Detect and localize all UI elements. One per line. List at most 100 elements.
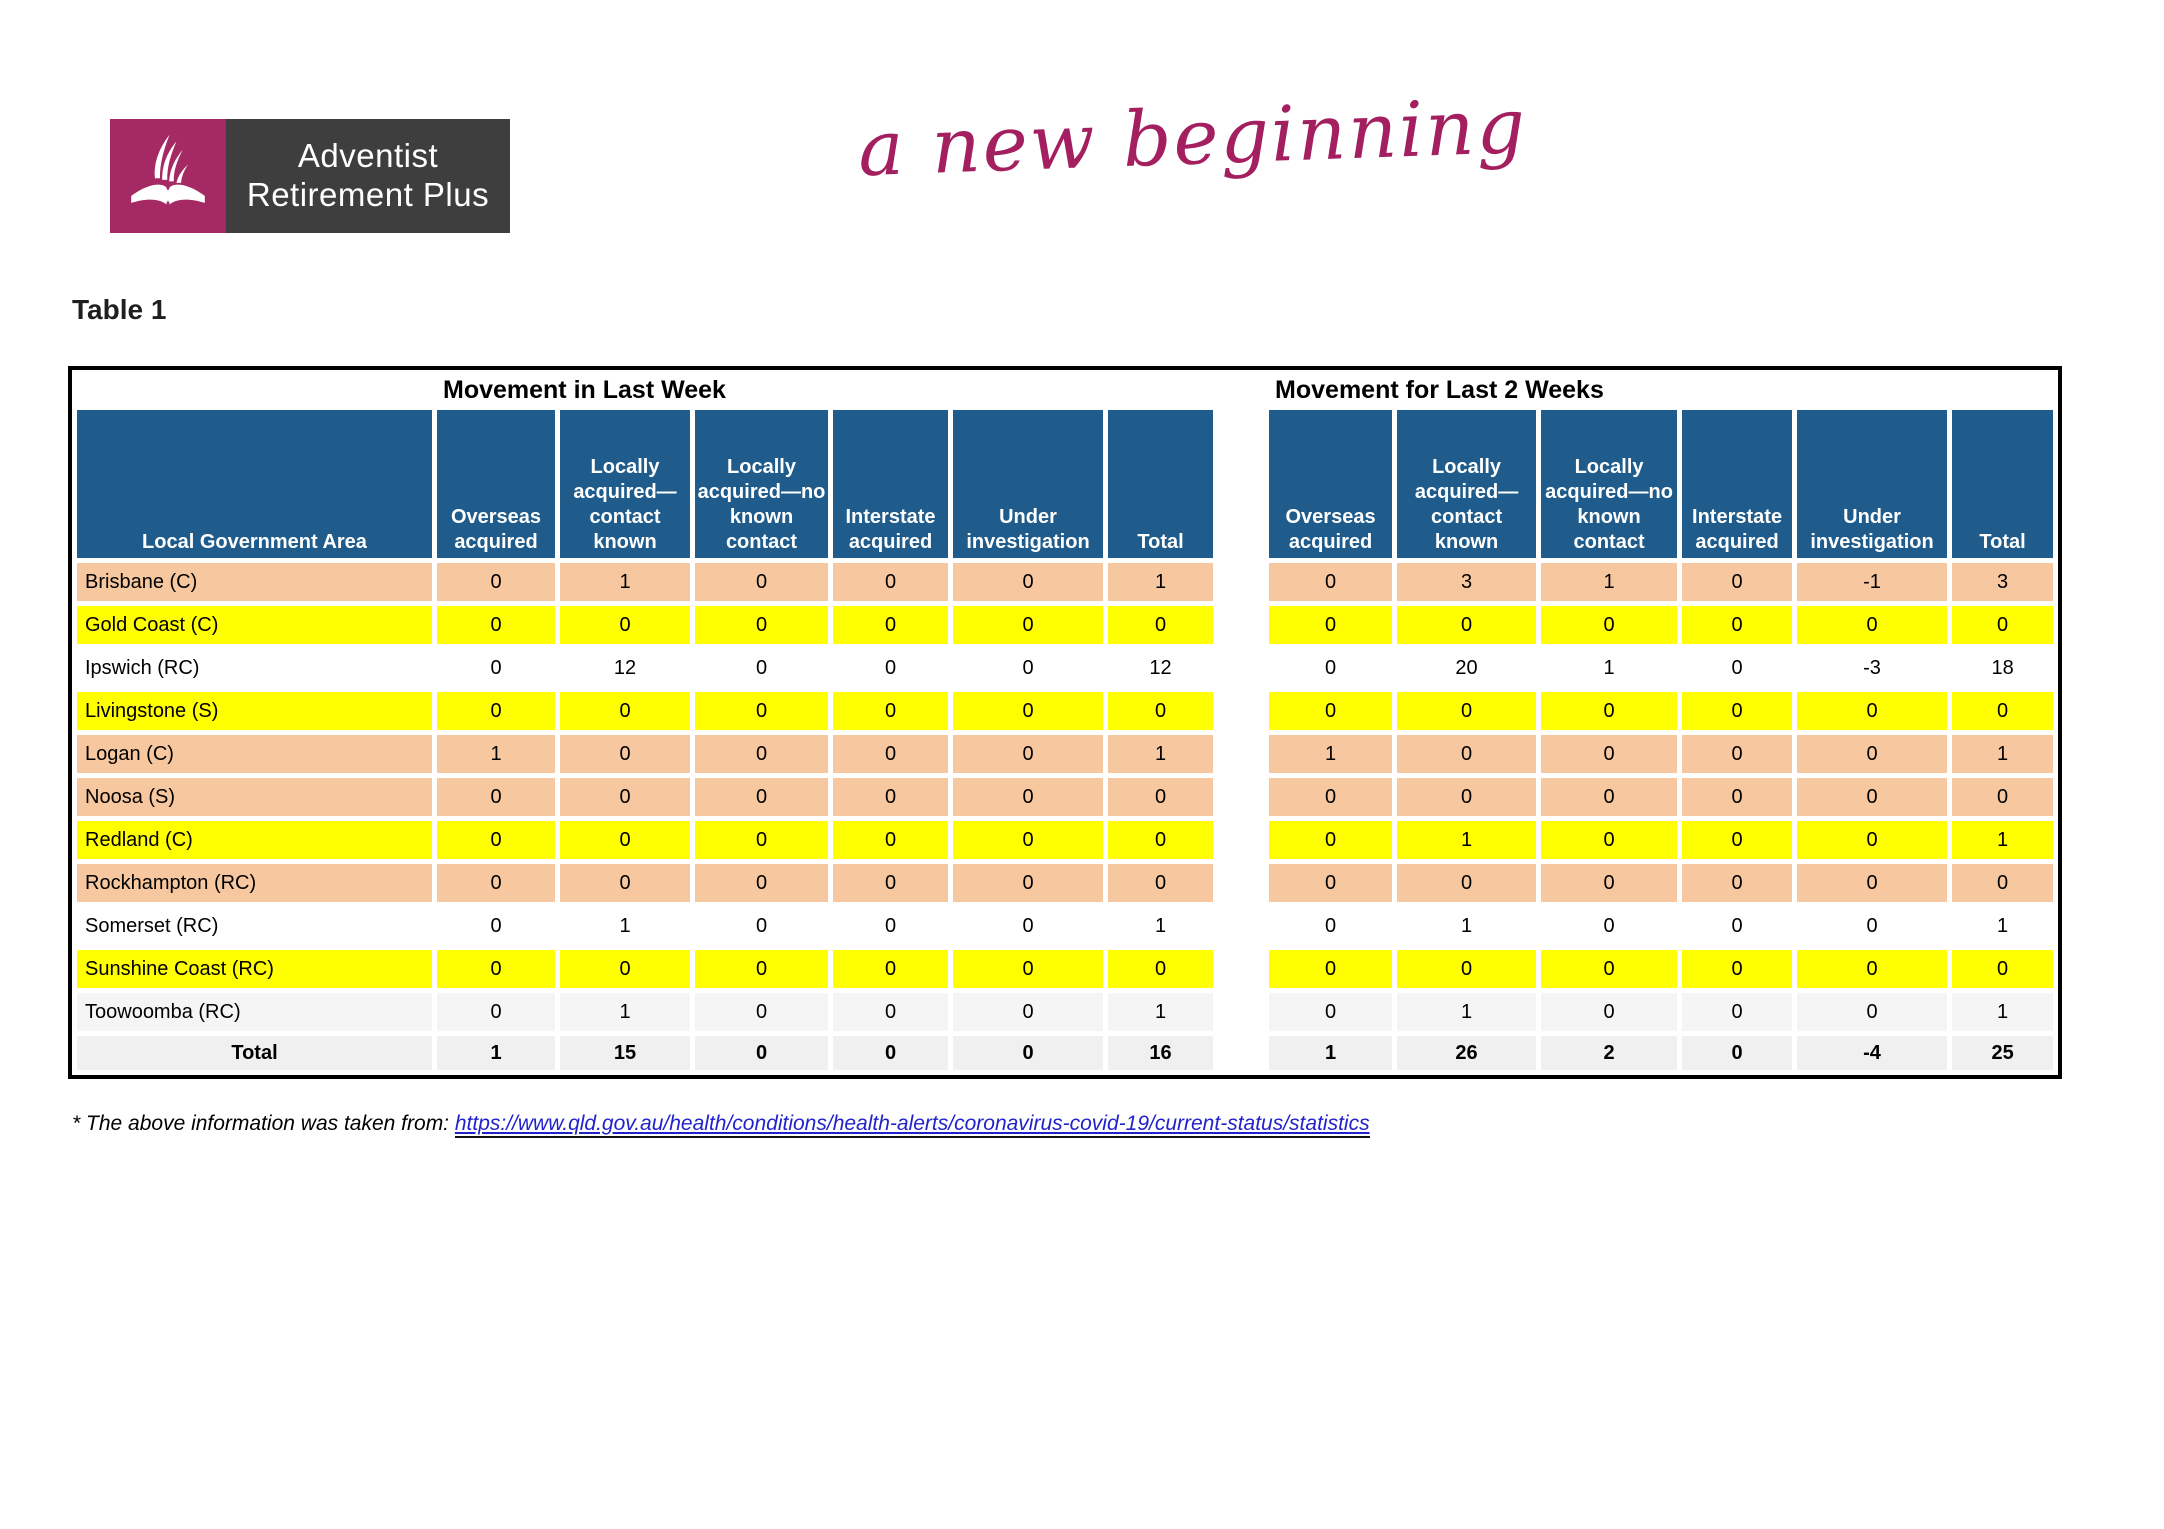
week1-value-cell: 1 <box>560 563 690 601</box>
week1-value-cell: 0 <box>695 907 828 945</box>
spacer-cell <box>1218 1036 1265 1070</box>
lga-name-cell: Rockhampton (RC) <box>77 864 432 902</box>
spacer-cell <box>1218 649 1265 687</box>
week1-value-cell: 0 <box>437 950 555 988</box>
week1-value-cell: 0 <box>695 649 828 687</box>
week2-value-cell: 1 <box>1541 563 1678 601</box>
lga-name-cell: Noosa (S) <box>77 778 432 816</box>
week2-value-cell: 20 <box>1397 649 1537 687</box>
table-row: Ipswich (RC) 0 12 0 0 0 12 0 20 1 0 -3 18 <box>77 649 2054 687</box>
week2-value-cell: 0 <box>1269 649 1393 687</box>
week2-value-cell: 0 <box>1397 778 1537 816</box>
header-total-2: Total <box>1952 410 2054 558</box>
week1-value-cell: 16 <box>1108 1036 1214 1070</box>
table-row: Redland (C) 0 0 0 0 0 0 0 1 0 0 0 1 <box>77 821 2054 859</box>
week1-value-cell: 0 <box>953 864 1103 902</box>
week1-value-cell: 1 <box>560 907 690 945</box>
spacer-cell <box>1218 993 1265 1031</box>
header-overseas-1: Overseas acquired <box>437 410 555 558</box>
week1-value-cell: 0 <box>695 993 828 1031</box>
week2-value-cell: 0 <box>1541 821 1678 859</box>
header-under-investigation-2: Under investigation <box>1797 410 1948 558</box>
week1-value-cell: 0 <box>833 1036 948 1070</box>
week1-value-cell: 0 <box>437 907 555 945</box>
week1-value-cell: 0 <box>833 563 948 601</box>
header-no-known-contact-2: Locally acquired—no known contact <box>1541 410 1678 558</box>
table-caption: Table 1 <box>72 294 167 325</box>
week1-value-cell: 0 <box>695 821 828 859</box>
week1-value-cell: 0 <box>437 563 555 601</box>
week2-value-cell: 3 <box>1952 563 2054 601</box>
week2-value-cell: 0 <box>1541 606 1678 644</box>
week2-value-cell: 0 <box>1397 864 1537 902</box>
week1-value-cell: 0 <box>695 950 828 988</box>
week1-value-cell: 1 <box>437 735 555 773</box>
spacer-cell <box>1218 410 1264 558</box>
spacer-cell <box>1218 563 1265 601</box>
week2-value-cell: 0 <box>1541 907 1678 945</box>
week1-value-cell: 0 <box>953 821 1103 859</box>
week2-value-cell: -3 <box>1797 649 1948 687</box>
week2-value-cell: 0 <box>1541 950 1678 988</box>
spacer-cell <box>1218 692 1265 730</box>
week2-value-cell: 2 <box>1541 1036 1678 1070</box>
table-row: Toowoomba (RC) 0 1 0 0 0 1 0 1 0 0 0 1 <box>77 993 2054 1031</box>
week1-value-cell: 0 <box>437 821 555 859</box>
table-row: Logan (C) 1 0 0 0 0 1 1 0 0 0 0 1 <box>77 735 2054 773</box>
week2-value-cell: 0 <box>1797 993 1948 1031</box>
week2-value-cell: 0 <box>1682 1036 1793 1070</box>
week2-value-cell: -1 <box>1797 563 1948 601</box>
week2-value-cell: 0 <box>1541 864 1678 902</box>
week2-value-cell: 0 <box>1682 864 1793 902</box>
week1-value-cell: 0 <box>953 1036 1103 1070</box>
week1-value-cell: 0 <box>560 950 690 988</box>
week1-value-cell: 0 <box>833 864 948 902</box>
lga-name-cell: Redland (C) <box>77 821 432 859</box>
week1-value-cell: 0 <box>695 692 828 730</box>
week2-value-cell: 0 <box>1682 649 1793 687</box>
lga-name-cell: Logan (C) <box>77 735 432 773</box>
week2-value-cell: 0 <box>1397 950 1537 988</box>
week2-value-cell: 25 <box>1952 1036 2054 1070</box>
week1-value-cell: 0 <box>437 649 555 687</box>
week1-value-cell: 0 <box>833 735 948 773</box>
lga-name-cell: Sunshine Coast (RC) <box>77 950 432 988</box>
lga-name-cell: Toowoomba (RC) <box>77 993 432 1031</box>
week2-value-cell: 0 <box>1269 864 1393 902</box>
week2-value-cell: 0 <box>1269 606 1393 644</box>
spacer-cell <box>1218 864 1265 902</box>
week1-value-cell: 0 <box>833 649 948 687</box>
week2-value-cell: 0 <box>1797 950 1948 988</box>
week2-value-cell: 1 <box>1269 1036 1393 1070</box>
header-total-1: Total <box>1108 410 1214 558</box>
logo-line-1: Adventist <box>297 137 439 175</box>
tagline-script-text: a new beginning <box>856 80 1529 194</box>
week2-value-cell: 0 <box>1397 606 1537 644</box>
week2-value-cell: 18 <box>1952 649 2054 687</box>
week1-value-cell: 0 <box>695 1036 828 1070</box>
week1-value-cell: 0 <box>437 606 555 644</box>
week2-value-cell: 1 <box>1397 993 1537 1031</box>
table-row: Gold Coast (C) 0 0 0 0 0 0 0 0 0 0 0 0 <box>77 606 2054 644</box>
week2-value-cell: 0 <box>1682 778 1793 816</box>
table-body: Brisbane (C) 0 1 0 0 0 1 0 3 1 0 -1 3 Gold Coast (C) 0… <box>77 563 2054 1070</box>
spacer-cell <box>1218 821 1265 859</box>
week1-value-cell: 0 <box>953 649 1103 687</box>
week2-value-cell: 1 <box>1397 821 1537 859</box>
week2-value-cell: 0 <box>1952 950 2054 988</box>
week2-value-cell: 0 <box>1269 907 1393 945</box>
source-link[interactable]: https://www.qld.gov.au/health/conditions… <box>454 1112 1370 1138</box>
week2-value-cell: 0 <box>1797 778 1948 816</box>
spacer-cell <box>1218 907 1265 945</box>
week2-value-cell: 0 <box>1952 778 2054 816</box>
week2-value-cell: 1 <box>1541 649 1678 687</box>
week1-value-cell: 12 <box>1108 649 1214 687</box>
week1-value-cell: 0 <box>437 778 555 816</box>
week1-value-cell: 0 <box>437 993 555 1031</box>
spacer-cell <box>1218 735 1265 773</box>
week1-value-cell: 0 <box>1108 950 1214 988</box>
week2-value-cell: -4 <box>1797 1036 1948 1070</box>
week2-value-cell: 0 <box>1541 692 1678 730</box>
week2-value-cell: 0 <box>1269 563 1393 601</box>
group-title-row: Movement in Last Week Movement for Last … <box>77 375 2053 405</box>
